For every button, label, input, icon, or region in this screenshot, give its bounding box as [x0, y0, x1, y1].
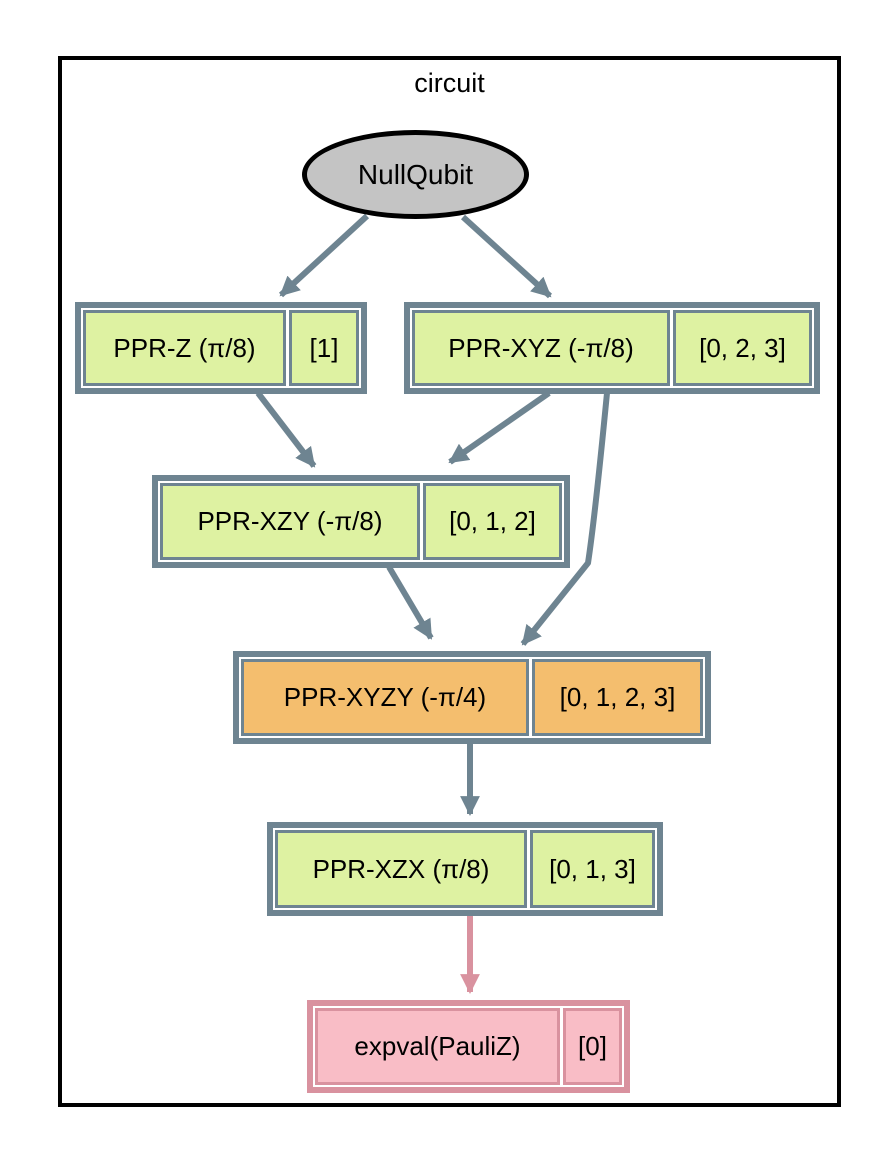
measurement-label: expval(PauliZ)	[315, 1008, 560, 1085]
gate-wires: [0, 1, 2, 3]	[532, 659, 703, 736]
edge-nullqubit-to-ppr-z	[278, 213, 370, 298]
diagram-title: circuit	[414, 68, 485, 98]
gate-label: PPR-Z (π/8)	[83, 310, 286, 386]
diagram-frame	[58, 56, 841, 1107]
node-ppr-z: PPR-Z (π/8) [1]	[75, 302, 367, 394]
measurement-wires: [0]	[563, 1008, 622, 1085]
edge-ppr-xyz-to-ppr-xyzy	[520, 392, 610, 646]
edge-ppr-z-to-ppr-xzy	[255, 391, 317, 468]
edge-nullqubit-to-ppr-xyz	[460, 214, 553, 299]
gate-wires: [0, 1, 2]	[423, 483, 562, 560]
gate-label: PPR-XZY (-π/8)	[160, 483, 420, 560]
node-expval-pauliz: expval(PauliZ) [0]	[307, 1000, 630, 1093]
gate-wires: [0, 1, 3]	[530, 830, 655, 908]
gate-wires: [1]	[289, 310, 359, 386]
edge-ppr-xyz-to-ppr-xzy	[448, 390, 551, 465]
edge-ppr-xzy-to-ppr-xyzy	[386, 565, 434, 640]
gate-label: PPR-XYZY (-π/4)	[241, 659, 529, 736]
node-ppr-xzx: PPR-XZX (π/8) [0, 1, 3]	[267, 822, 663, 916]
node-ppr-xyzy: PPR-XYZY (-π/4) [0, 1, 2, 3]	[233, 651, 711, 744]
gate-label: PPR-XZX (π/8)	[275, 830, 527, 908]
device-label: NullQubit	[357, 158, 474, 190]
device-node-nullqubit: NullQubit	[302, 130, 529, 219]
gate-label: PPR-XYZ (-π/8)	[412, 310, 670, 386]
node-ppr-xzy: PPR-XZY (-π/8) [0, 1, 2]	[152, 475, 570, 568]
node-ppr-xyz: PPR-XYZ (-π/8) [0, 2, 3]	[404, 302, 820, 394]
gate-wires: [0, 2, 3]	[673, 310, 812, 386]
